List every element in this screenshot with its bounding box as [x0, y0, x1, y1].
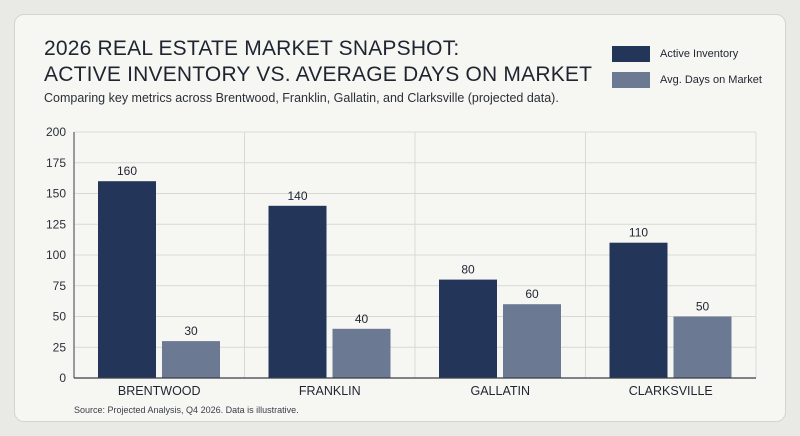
- data-label: 60: [525, 287, 539, 301]
- bar-active-inventory: [439, 279, 497, 378]
- data-label: 160: [117, 164, 137, 178]
- legend-item-active-inventory: Active Inventory: [612, 46, 762, 62]
- chart-title-line-2: ACTIVE INVENTORY VS. AVERAGE DAYS ON MAR…: [44, 63, 593, 86]
- source-note: Source: Projected Analysis, Q4 2026. Dat…: [74, 405, 299, 415]
- y-tick-label: 25: [53, 340, 67, 354]
- y-tick-label: 50: [53, 310, 67, 324]
- data-label: 110: [629, 226, 648, 240]
- y-tick-label: 100: [46, 248, 66, 262]
- y-tick-label: 75: [53, 279, 67, 293]
- legend-swatch-active-inventory: [612, 46, 650, 62]
- legend-label-days-on-market: Avg. Days on Market: [660, 74, 762, 86]
- data-label: 40: [355, 312, 369, 326]
- bar-days-on-market: [162, 341, 220, 378]
- legend-label-active-inventory: Active Inventory: [660, 48, 739, 60]
- y-tick-label: 150: [46, 187, 66, 201]
- y-tick-label: 0: [59, 371, 66, 385]
- bar-active-inventory: [268, 205, 327, 378]
- x-tick-label: CLARKSVILLE: [629, 384, 713, 398]
- legend-item-days-on-market: Avg. Days on Market: [612, 72, 762, 88]
- x-tick-label: GALLATIN: [470, 384, 530, 398]
- y-tick-label: 175: [46, 156, 66, 170]
- legend: Active Inventory Avg. Days on Market: [612, 46, 762, 98]
- bar-days-on-market: [332, 328, 391, 378]
- legend-swatch-days-on-market: [612, 72, 650, 88]
- data-label: 80: [461, 263, 475, 277]
- data-label: 140: [287, 189, 307, 203]
- data-label: 50: [696, 300, 710, 314]
- x-tick-label: BRENTWOOD: [118, 384, 201, 398]
- chart-title: 2026 REAL ESTATE MARKET SNAPSHOT: ACTIVE…: [44, 36, 592, 88]
- data-label: 30: [184, 324, 198, 338]
- bar-active-inventory: [609, 242, 668, 378]
- y-tick-label: 125: [46, 217, 66, 231]
- y-tick-label: 200: [46, 125, 66, 139]
- chart-subtitle: Comparing key metrics across Brentwood, …: [44, 91, 559, 105]
- bar-active-inventory: [98, 181, 156, 378]
- bar-days-on-market: [503, 304, 561, 378]
- chart-title-line-1: 2026 REAL ESTATE MARKET SNAPSHOT:: [44, 37, 460, 60]
- x-tick-label: FRANKLIN: [299, 384, 361, 398]
- bar-days-on-market: [673, 316, 732, 378]
